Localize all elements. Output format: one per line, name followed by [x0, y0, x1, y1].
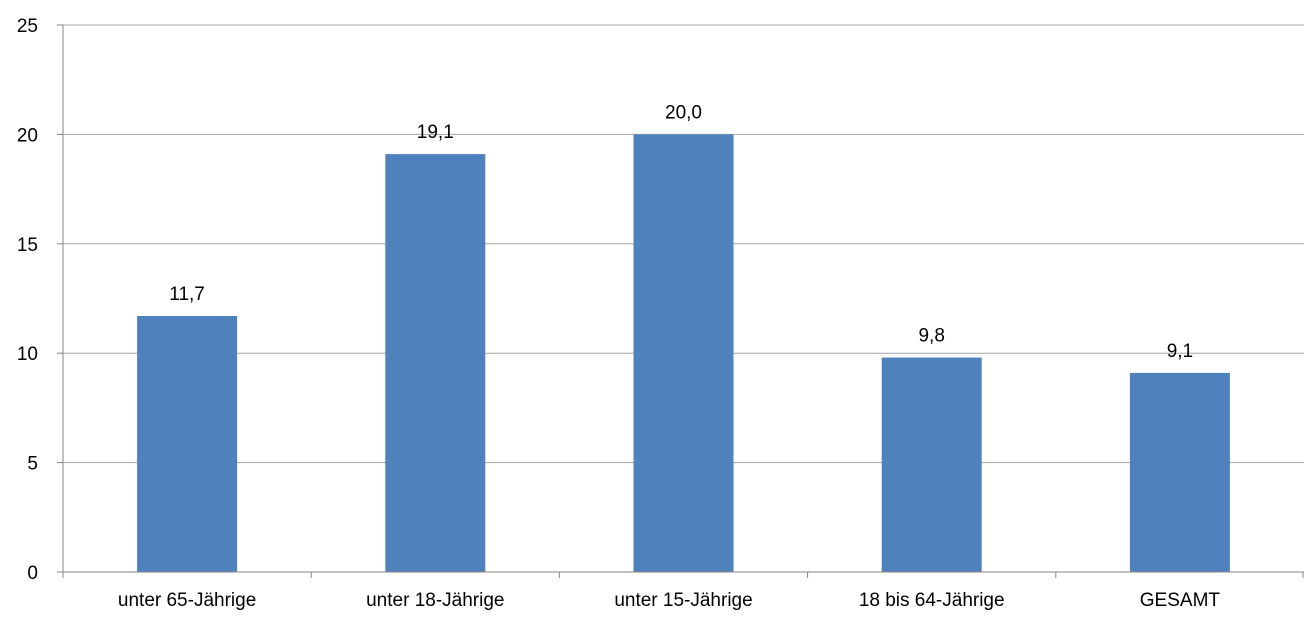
- bar-2: [633, 134, 734, 572]
- data-label: 19,1: [417, 122, 454, 143]
- y-tick-label: 0: [27, 563, 38, 584]
- x-tick-label: unter 65-Jährige: [118, 590, 256, 611]
- bars: [137, 134, 1230, 573]
- bar-0: [137, 316, 238, 572]
- data-label: 11,7: [169, 284, 205, 305]
- data-label: 9,1: [1167, 341, 1193, 362]
- y-tick-label: 15: [17, 235, 38, 256]
- axes: [57, 24, 1304, 578]
- x-tick-label: GESAMT: [1140, 590, 1221, 611]
- y-tick-label: 10: [17, 344, 38, 365]
- x-tick-label: unter 18-Jährige: [366, 590, 504, 611]
- y-tick-label: 5: [27, 454, 38, 475]
- bar-3: [881, 357, 982, 572]
- y-tick-label: 20: [17, 125, 38, 146]
- bar-4: [1129, 372, 1230, 572]
- data-label: 9,8: [918, 326, 944, 347]
- data-label: 20,0: [665, 102, 702, 123]
- bar-1: [385, 154, 486, 573]
- x-tick-label: 18 bis 64-Jährige: [859, 590, 1005, 611]
- labels: 0 5 10 15 20 25 11,7 unter 65-Jährige 19,1 unter …: [17, 16, 1221, 611]
- x-tick-label: unter 15-Jährige: [614, 590, 752, 611]
- y-tick-label: 25: [17, 16, 38, 37]
